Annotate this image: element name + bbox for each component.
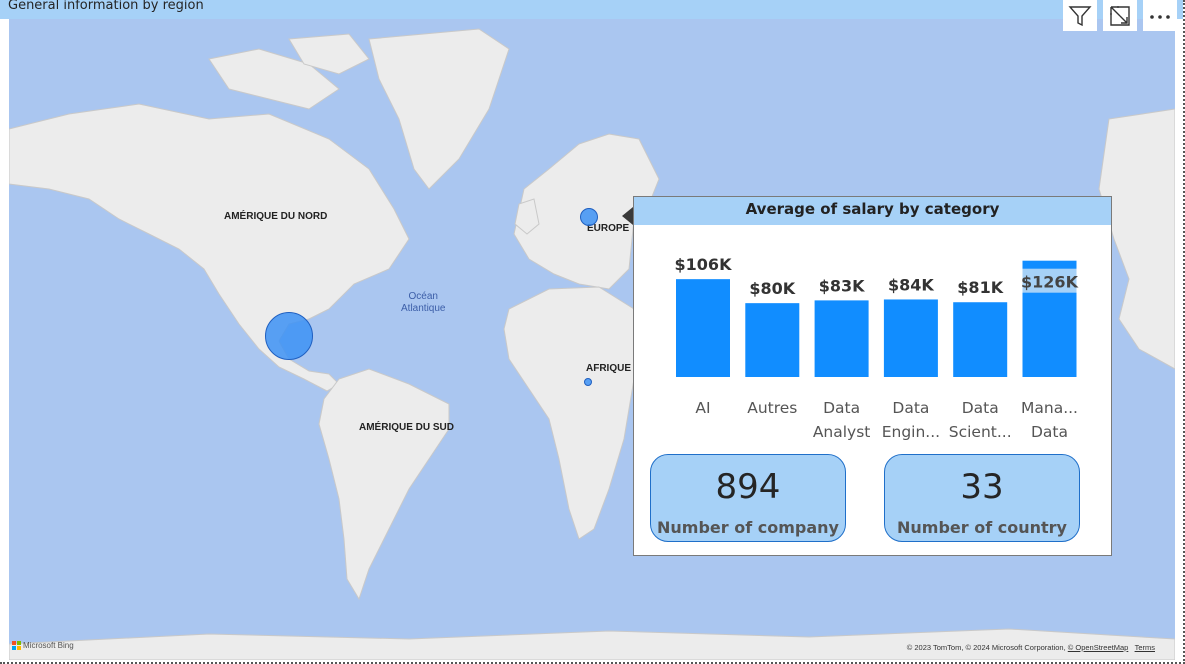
label-atlantic-ocean: Océan Atlantique — [401, 291, 445, 315]
kpi-country-label: Number of country — [897, 518, 1067, 537]
kpi-company-value: 894 — [715, 467, 781, 507]
more-options-icon — [1150, 14, 1170, 19]
microsoft-logo-icon — [12, 641, 21, 650]
category-tick-label: Analyst — [813, 423, 871, 441]
visual-title: General information by region — [8, 0, 204, 13]
focus-mode-button[interactable] — [1103, 0, 1137, 31]
salary-bar[interactable] — [745, 303, 800, 377]
category-tick-label: AI — [695, 399, 710, 417]
label-europe: EUROPE — [587, 223, 630, 234]
bing-label: Microsoft Bing — [23, 641, 74, 650]
category-tick-label: Data — [823, 399, 860, 417]
kpi-country-value: 33 — [960, 467, 1004, 507]
filter-button[interactable] — [1063, 0, 1097, 31]
copyright-text: © 2023 TomTom, © 2024 Microsoft Corporat… — [906, 643, 1066, 652]
filter-icon — [1068, 5, 1092, 26]
map-copyright: © 2023 TomTom, © 2024 Microsoft Corporat… — [907, 643, 1155, 652]
salary-data-label: $81K — [957, 278, 1003, 297]
salary-data-label: $83K — [819, 276, 865, 295]
salary-bar-chart[interactable]: $106K AI $80K Autres $83K Data Analyst $84K Data… — [634, 227, 1111, 477]
tooltip-pointer — [622, 207, 633, 225]
label-south-america: AMÉRIQUE DU SUD — [359, 422, 455, 433]
ocean-label-line1: Océan — [408, 291, 438, 302]
category-tick-label: Autres — [747, 399, 797, 417]
ocean-label-line2: Atlantique — [401, 303, 446, 314]
focus-mode-icon — [1110, 5, 1130, 26]
category-tick-label: Engin... — [882, 423, 940, 441]
map-bubble-central-america[interactable] — [265, 312, 313, 360]
terms-link[interactable]: Terms — [1134, 643, 1155, 652]
salary-data-label: $126K — [1021, 273, 1079, 292]
salary-tooltip-panel: Average of salary by category $106K AI $80… — [633, 196, 1112, 556]
label-north-america: AMÉRIQUE DU NORD — [224, 211, 328, 222]
salary-data-label: $80K — [749, 279, 795, 298]
label-africa: AFRIQUE — [586, 363, 631, 374]
salary-chart-title: Average of salary by category — [634, 197, 1111, 225]
kpi-company-label: Number of company — [657, 518, 839, 537]
visual-header: General information by region — [0, 0, 1183, 19]
more-options-button[interactable] — [1143, 0, 1177, 31]
salary-bar[interactable] — [676, 279, 730, 377]
salary-bar[interactable] — [953, 302, 1008, 377]
map-bubble-africa[interactable] — [584, 378, 592, 386]
salary-bar[interactable] — [883, 299, 938, 377]
visual-toolbar — [1063, 0, 1177, 31]
map-bubble-europe[interactable] — [580, 208, 598, 226]
salary-bar[interactable] — [814, 300, 869, 377]
openstreetmap-link[interactable]: © OpenStreetMap — [1067, 643, 1129, 652]
data-label-background — [1022, 268, 1077, 293]
salary-data-label: $106K — [675, 255, 733, 274]
category-tick-label: Data — [892, 399, 929, 417]
category-tick-label: Mana... — [1021, 399, 1078, 417]
category-tick-label: Scient... — [949, 423, 1012, 441]
category-tick-label: Data — [1031, 423, 1068, 441]
kpi-card-country[interactable]: 33 Number of country — [884, 454, 1080, 542]
kpi-card-company[interactable]: 894 Number of company — [650, 454, 846, 542]
bing-attribution: Microsoft Bing — [12, 641, 74, 650]
category-tick-label: Data — [962, 399, 999, 417]
salary-data-label: $84K — [888, 275, 934, 294]
